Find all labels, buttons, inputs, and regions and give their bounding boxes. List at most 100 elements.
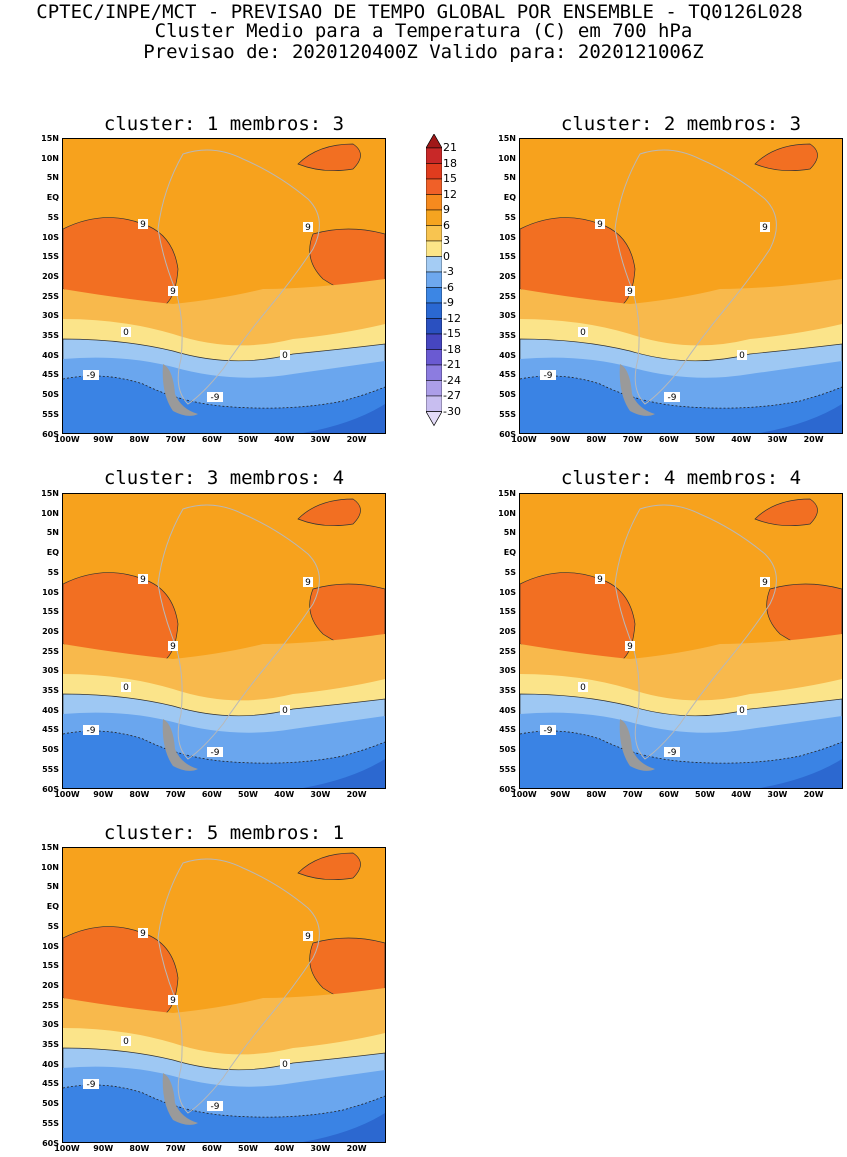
- colorbar-label: -9: [443, 296, 454, 309]
- panel-5-title: cluster: 5 membros: 1: [103, 822, 345, 844]
- colorbar-label: -18: [443, 342, 461, 356]
- lon-tick-label: 20W: [346, 790, 367, 799]
- patagonia-land: [619, 364, 655, 416]
- continent-outline: [614, 504, 777, 760]
- lon-tick-label: 90W: [93, 1144, 114, 1153]
- lat-tick-label: 15N: [41, 843, 59, 852]
- svg-text:9: 9: [140, 929, 146, 939]
- contour-label-9: 9: [760, 222, 770, 233]
- lon-tick-label: 50W: [695, 790, 715, 799]
- svg-text:0: 0: [282, 351, 288, 361]
- temperature-band-minus-12: [303, 759, 385, 788]
- lon-tick-label: 40W: [274, 1144, 295, 1153]
- lat-tick-label: 35S: [499, 686, 516, 695]
- lon-tick-label: 60W: [201, 790, 222, 799]
- lat-tick-label: 55S: [499, 764, 516, 774]
- colorbar-segment: [425, 256, 443, 273]
- lat-tick-label: 50S: [42, 745, 59, 755]
- lon-tick-label: 30W: [767, 435, 788, 444]
- svg-text:-9: -9: [211, 748, 220, 758]
- lon-tick-label: 30W: [310, 1144, 331, 1153]
- svg-text:-9: -9: [544, 371, 553, 381]
- contour-label-minus-9: -9: [207, 747, 223, 758]
- lat-tick-label: 50S: [499, 745, 516, 755]
- warm-region-north: [297, 852, 361, 880]
- lat-tick-label: 10N: [41, 508, 59, 518]
- colorbar-segment: [425, 163, 443, 180]
- contour-label-minus-9: -9: [664, 392, 680, 403]
- map-panel-cluster-4: 9 9 9 0 0 -9 -9: [519, 493, 843, 789]
- contour-label-9: 9: [625, 641, 635, 652]
- svg-text:9: 9: [762, 223, 768, 233]
- colorbar-segment: [425, 318, 443, 335]
- lat-tick-label: 40S: [499, 350, 516, 360]
- colorbar-segment: [425, 364, 443, 381]
- lat-tick-label: 50S: [499, 390, 516, 400]
- patagonia-land: [162, 719, 198, 771]
- lat-tick-label: 10S: [42, 587, 59, 597]
- svg-text:0: 0: [739, 351, 745, 361]
- lat-tick-label: 35S: [42, 686, 59, 695]
- lat-tick-label: 15N: [498, 134, 516, 143]
- map-panel-cluster-2: 9 9 9 0 0 -9 -9: [519, 138, 843, 434]
- lat-tick-label: 15S: [42, 252, 59, 262]
- colorbar-label: 9: [443, 203, 450, 216]
- lat-tick-label: 10N: [498, 153, 516, 163]
- lon-tick-label: 90W: [550, 435, 571, 444]
- contour-label-0: 0: [578, 682, 588, 693]
- contour-label-9: 9: [168, 641, 178, 652]
- contour-label-9: 9: [760, 577, 770, 588]
- lat-tick-label: 5S: [504, 212, 516, 222]
- lon-tick-label: 80W: [586, 435, 607, 444]
- lat-tick-label: 35S: [499, 331, 516, 340]
- panel-4-title: cluster: 4 membros: 4: [560, 467, 802, 489]
- lon-tick-label: 20W: [346, 435, 367, 444]
- svg-text:-9: -9: [87, 371, 96, 381]
- contour-label-0: 0: [578, 327, 588, 338]
- contour-label-0: 0: [280, 1059, 290, 1070]
- lat-tick-label: 5S: [47, 567, 59, 577]
- temperature-band-minus-12: [303, 404, 385, 433]
- lon-tick-label: 50W: [238, 435, 258, 444]
- svg-text:-9: -9: [211, 1102, 220, 1112]
- lat-tick-label: 20S: [42, 271, 59, 281]
- lat-tick-label: 5N: [503, 528, 516, 538]
- colorbar-label: -6: [443, 280, 454, 294]
- contour-label-9: 9: [138, 574, 148, 585]
- temperature-band-minus-9: [63, 1084, 385, 1142]
- lon-tick-label: 100W: [54, 435, 80, 444]
- lon-tick-label: 30W: [310, 790, 331, 799]
- colorbar-label: -15: [443, 327, 461, 340]
- colorbar-label: 6: [443, 218, 450, 232]
- contour-label-9: 9: [303, 931, 313, 942]
- lon-tick-label: 70W: [622, 790, 643, 799]
- contour-label-9: 9: [138, 219, 148, 230]
- contour-label-minus-9: -9: [83, 370, 99, 381]
- lat-tick-label: 10S: [499, 587, 516, 597]
- header-line-3: Previsao de: 2020120400Z Valido para: 20…: [143, 41, 704, 63]
- svg-text:-9: -9: [87, 1080, 96, 1090]
- colorbar-label: 12: [443, 187, 457, 201]
- lat-tick-label: 45S: [42, 1079, 59, 1089]
- svg-text:9: 9: [170, 996, 176, 1006]
- lat-tick-label: 40S: [42, 705, 59, 715]
- lat-tick-label: EQ: [46, 193, 59, 203]
- svg-text:-9: -9: [668, 393, 677, 403]
- patagonia-land: [619, 719, 655, 771]
- svg-text:9: 9: [305, 932, 311, 942]
- map-panel-cluster-3: 9 9 9 0 0 -9 -9: [62, 493, 386, 789]
- lon-tick-label: 40W: [731, 435, 752, 444]
- lat-tick-label: 5S: [47, 921, 59, 931]
- lat-tick-label: 5S: [47, 212, 59, 222]
- lat-tick-label: 60S: [42, 429, 59, 439]
- lon-tick-label: 70W: [165, 1144, 186, 1153]
- panel-3-title: cluster: 3 membros: 4: [103, 467, 345, 489]
- lat-tick-label: 15S: [42, 961, 59, 971]
- contour-label-9: 9: [168, 286, 178, 297]
- lon-tick-label: 20W: [803, 435, 824, 444]
- colorbar-bottom-arrow: [425, 411, 443, 427]
- contour-label-minus-9: -9: [207, 1101, 223, 1112]
- lon-tick-label: 70W: [622, 435, 643, 444]
- lon-tick-label: 100W: [511, 435, 537, 444]
- temperature-band-minus-9: [520, 730, 842, 788]
